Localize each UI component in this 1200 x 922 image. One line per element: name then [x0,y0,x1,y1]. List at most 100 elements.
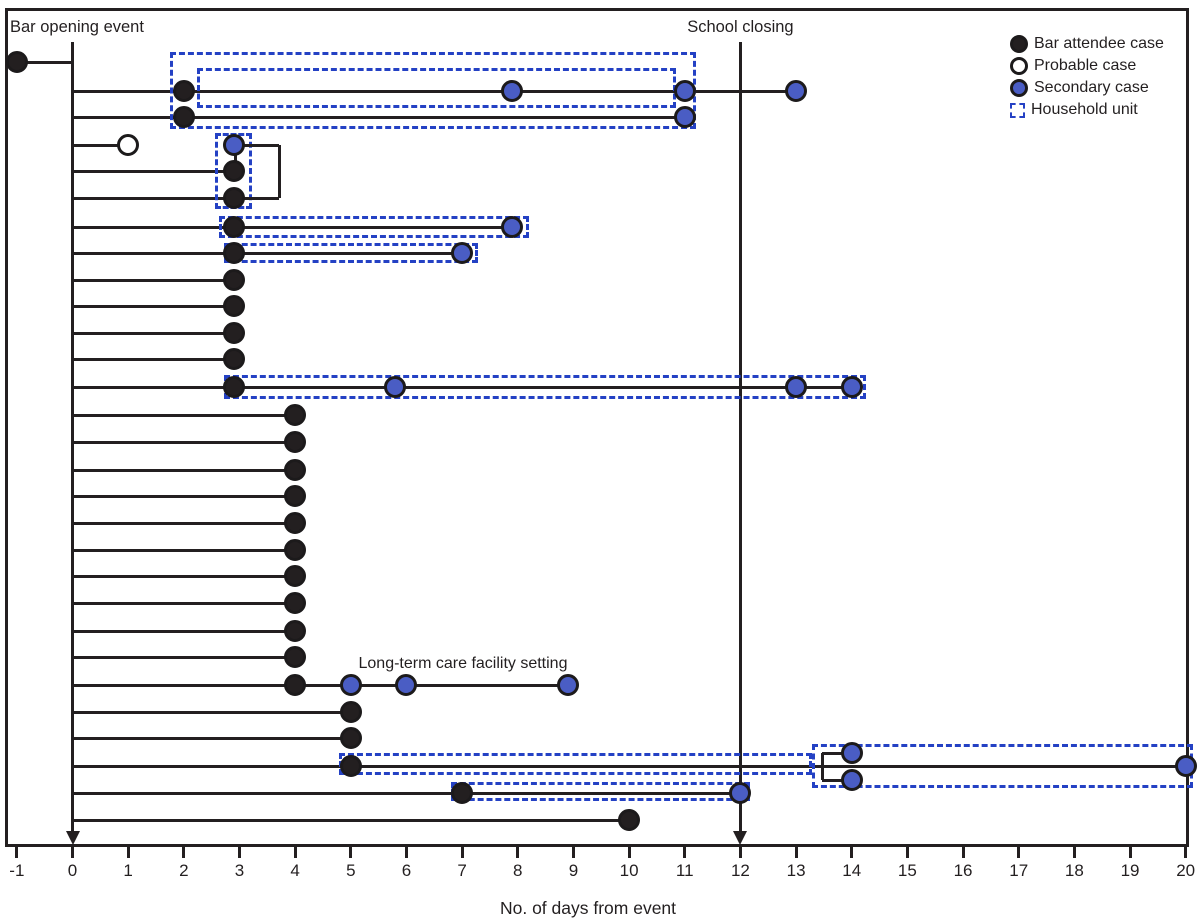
x-axis-tick-label: 0 [67,861,78,880]
secondary-case-dot [785,376,808,398]
attendee-case-dot [172,106,195,128]
case-row-line [72,169,234,173]
probable-case-dot [117,134,140,156]
household-unit-box [812,744,1193,788]
legend-item-secondary: Secondary case [1010,77,1164,99]
case-row-line [72,385,852,389]
secondary-case-dot [451,242,474,264]
x-axis-tick-label: 16 [953,861,973,880]
secondary-case-dot [384,376,407,398]
case-row-line [72,574,296,578]
case-row-line [72,521,296,525]
case-connector [822,751,846,755]
attendee-case-dot [284,539,307,561]
case-connector [822,778,846,782]
x-axis-label: No. of days from event [499,898,677,918]
x-axis-tick [516,845,520,858]
x-axis-tick-label: 1 [123,861,133,880]
x-axis-tick [571,845,575,858]
household-unit-box [339,753,812,775]
attendee-case-dot [284,512,307,534]
secondary-legend-icon [1010,79,1028,97]
legend-item-household: Household unit [1010,99,1164,121]
attendee-case-dot [339,727,362,749]
attendee-case-dot [222,187,245,209]
attendee-case-dot [222,295,245,317]
case-row-line [72,143,129,147]
secondary-case-dot [501,216,524,238]
case-row-line [72,710,351,714]
case-row-line [72,655,296,659]
secondary-case-dot [729,782,752,804]
household-legend-icon [1010,102,1025,118]
x-axis-tick-label: 6 [401,861,412,880]
x-axis-tick [349,845,353,858]
secondary-case-dot [673,80,696,102]
event-label: Bar opening event [10,18,144,36]
legend-item-attendee: Bar attendee case [1010,33,1164,55]
x-axis-tick-label: 3 [234,861,245,880]
case-row-line [16,60,73,64]
secondary-case-dot [840,376,863,398]
attendee-case-dot [284,620,307,642]
household-unit-box [451,782,750,801]
x-axis-tick [126,845,130,858]
attendee-case-dot [284,674,307,696]
case-connector [233,145,237,171]
figure-border-left [5,8,8,847]
event-line-arrow [65,831,80,845]
x-axis-line [5,844,1189,847]
x-axis-tick [1017,845,1021,858]
attendee-case-dot [5,51,28,73]
case-row-line [72,196,234,200]
secondary-case-dot [785,80,808,102]
household-unit-box [219,216,529,238]
x-axis-tick [404,845,408,858]
attendee-case-dot [172,80,195,102]
case-connector [240,196,279,200]
x-axis-tick [293,845,297,858]
x-axis-tick [1072,845,1076,858]
legend-item-label: Secondary case [1034,79,1149,96]
x-axis-tick [237,845,241,858]
case-row-line [72,764,1186,768]
x-axis-tick [683,845,687,858]
case-row-line [72,251,463,255]
household-unit-box [224,243,478,263]
case-row-line [72,468,296,472]
household-unit-box [224,375,866,399]
probable-legend-icon [1010,57,1028,75]
legend-item-label: Probable case [1034,57,1137,74]
x-axis-tick-label: 17 [1009,861,1029,880]
x-axis-tick [794,845,798,858]
secondary-case-dot [339,674,362,696]
legend-item-label: Household unit [1031,101,1138,118]
case-row-line [72,304,234,308]
x-axis-tick-label: 20 [1176,861,1196,880]
attendee-case-dot [222,242,245,264]
attendee-case-dot [222,269,245,291]
x-axis-tick-label: 13 [786,861,806,880]
secondary-case-dot [395,674,418,696]
secondary-case-dot [673,106,696,128]
attendee-case-dot [284,646,307,668]
x-axis-tick [15,845,19,858]
case-row-line [72,331,234,335]
x-axis-tick-label: 4 [290,861,300,880]
case-row-line [72,629,296,633]
attendee-case-dot [339,701,362,723]
secondary-case-dot [1174,755,1197,777]
x-axis-tick [850,845,854,858]
setting-annotation: Long-term care facility setting [358,655,568,672]
event-line-bar-opening-event [71,42,74,832]
x-axis-tick-label: 12 [730,861,750,880]
case-row-line [72,413,296,417]
attendee-case-dot [451,782,474,804]
case-row-line [72,278,234,282]
case-row-line [72,89,797,93]
x-axis-tick [1128,845,1132,858]
case-row-line [72,818,630,822]
attendee-case-dot [284,459,307,481]
case-row-line [72,736,351,740]
x-axis-tick [460,845,464,858]
